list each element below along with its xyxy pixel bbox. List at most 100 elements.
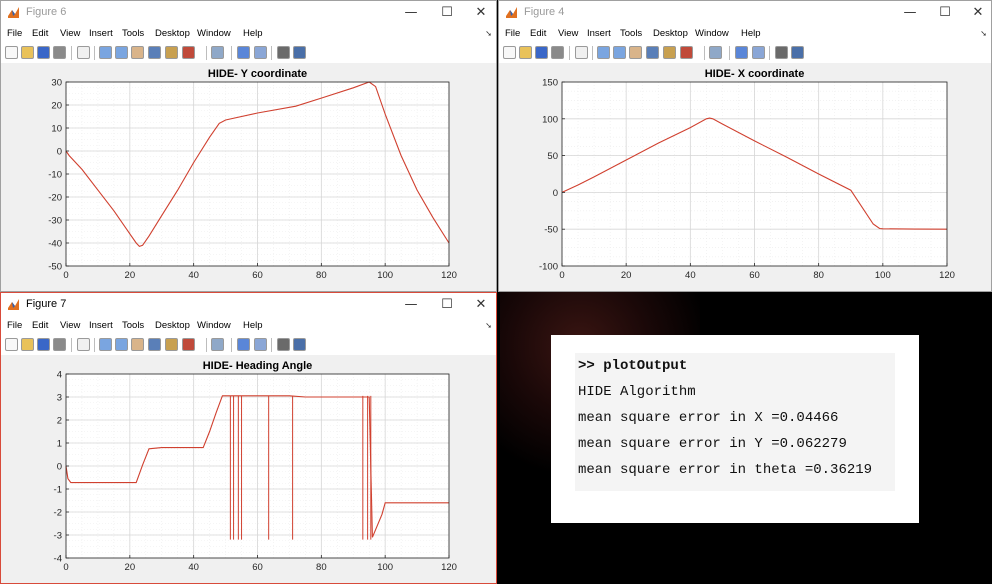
hide-plot-tools-icon[interactable] (277, 46, 290, 59)
data-cursor-icon[interactable] (165, 46, 178, 59)
menu-edit[interactable]: Edit (530, 28, 547, 39)
zoom-out-icon[interactable] (115, 46, 128, 59)
y-tick-label: -100 (539, 262, 558, 273)
maximize-button[interactable]: ☐ (939, 5, 951, 20)
new-file-icon[interactable] (503, 46, 516, 59)
rotate-3d-icon[interactable] (646, 46, 659, 59)
titlebar[interactable]: Figure 6 — ☐ ✕ (1, 1, 496, 25)
select-arrow-icon[interactable] (77, 338, 90, 351)
menu-insert[interactable]: Insert (89, 320, 113, 331)
menu-file[interactable]: File (7, 28, 23, 39)
menu-view[interactable]: View (60, 28, 81, 39)
legend-icon[interactable] (752, 46, 765, 59)
figure-toolbar (499, 43, 991, 63)
y-coordinate-chart[interactable]: 0 20 40 60 80 100 120 -50 -40 -30 -20 -10 0 10 20 30 HID… (1, 63, 496, 291)
hide-plot-tools-icon[interactable] (775, 46, 788, 59)
new-file-icon[interactable] (5, 46, 18, 59)
rotate-3d-icon[interactable] (148, 46, 161, 59)
colorbar-icon[interactable] (237, 338, 250, 351)
data-cursor-icon[interactable] (165, 338, 178, 351)
legend-icon[interactable] (254, 338, 267, 351)
show-plot-tools-icon[interactable] (791, 46, 804, 59)
close-button[interactable]: ✕ (972, 5, 984, 20)
menu-desktop[interactable]: Desktop (155, 320, 190, 331)
close-button[interactable]: ✕ (475, 297, 487, 312)
menu-insert[interactable]: Insert (89, 28, 113, 39)
colorbar-icon[interactable] (237, 46, 250, 59)
brush-icon[interactable] (182, 338, 195, 351)
minimize-button[interactable]: — (404, 297, 418, 312)
save-icon[interactable] (37, 46, 50, 59)
plot-area: 0 20 40 60 80 100 120 -4 -3 -2 -1 0 1 2 3 4 HIDE- Headin… (1, 355, 496, 583)
menu-window[interactable]: Window (695, 28, 729, 39)
rotate-3d-icon[interactable] (148, 338, 161, 351)
link-plot-icon[interactable] (211, 46, 224, 59)
dock-arrow-icon[interactable]: ➘ (485, 29, 492, 38)
close-button[interactable]: ✕ (475, 5, 487, 20)
save-icon[interactable] (37, 338, 50, 351)
menu-tools[interactable]: Tools (122, 28, 145, 39)
menu-tools[interactable]: Tools (620, 28, 643, 39)
zoom-in-icon[interactable] (597, 46, 610, 59)
show-plot-tools-icon[interactable] (293, 338, 306, 351)
x-tick-label: 100 (377, 270, 393, 281)
heading-angle-chart[interactable]: 0 20 40 60 80 100 120 -4 -3 -2 -1 0 1 2 3 4 HIDE- Headin… (1, 355, 496, 583)
menu-bar: File Edit View Insert Tools Desktop Window Help… (1, 25, 496, 43)
colorbar-icon[interactable] (735, 46, 748, 59)
brush-icon[interactable] (680, 46, 693, 59)
zoom-in-icon[interactable] (99, 338, 112, 351)
pan-hand-icon[interactable] (131, 46, 144, 59)
new-file-icon[interactable] (5, 338, 18, 351)
menu-file[interactable]: File (7, 320, 23, 331)
menu-edit[interactable]: Edit (32, 320, 49, 331)
menu-window[interactable]: Window (197, 320, 231, 331)
open-folder-icon[interactable] (519, 46, 532, 59)
menu-file[interactable]: File (505, 28, 521, 39)
open-folder-icon[interactable] (21, 338, 34, 351)
dock-arrow-icon[interactable]: ➘ (980, 29, 987, 38)
zoom-out-icon[interactable] (115, 338, 128, 351)
titlebar[interactable]: Figure 7 — ☐ ✕ (1, 293, 496, 317)
x-tick-label: 0 (559, 270, 564, 281)
menu-edit[interactable]: Edit (32, 28, 49, 39)
maximize-button[interactable]: ☐ (441, 297, 453, 312)
zoom-in-icon[interactable] (99, 46, 112, 59)
legend-icon[interactable] (254, 46, 267, 59)
print-icon[interactable] (551, 46, 564, 59)
select-arrow-icon[interactable] (575, 46, 588, 59)
menu-view[interactable]: View (558, 28, 579, 39)
print-icon[interactable] (53, 338, 66, 351)
save-icon[interactable] (535, 46, 548, 59)
menu-help[interactable]: Help (243, 28, 263, 39)
select-arrow-icon[interactable] (77, 46, 90, 59)
hide-plot-tools-icon[interactable] (277, 338, 290, 351)
menu-desktop[interactable]: Desktop (155, 28, 190, 39)
y-tick-label: -10 (48, 170, 62, 181)
menu-insert[interactable]: Insert (587, 28, 611, 39)
menu-help[interactable]: Help (741, 28, 761, 39)
titlebar[interactable]: Figure 4 — ☐ ✕ (499, 1, 991, 25)
pan-hand-icon[interactable] (131, 338, 144, 351)
y-tick-label: 0 (553, 188, 558, 199)
show-plot-tools-icon[interactable] (293, 46, 306, 59)
y-tick-label: -2 (54, 508, 62, 519)
dock-arrow-icon[interactable]: ➘ (485, 321, 492, 330)
link-plot-icon[interactable] (211, 338, 224, 351)
menu-window[interactable]: Window (197, 28, 231, 39)
menu-desktop[interactable]: Desktop (653, 28, 688, 39)
data-cursor-icon[interactable] (663, 46, 676, 59)
x-coordinate-chart[interactable]: 0 20 40 60 80 100 120 -100 -50 0 50 100 150 HIDE- X c… (499, 63, 991, 291)
zoom-out-icon[interactable] (613, 46, 626, 59)
open-folder-icon[interactable] (21, 46, 34, 59)
brush-icon[interactable] (182, 46, 195, 59)
menu-tools[interactable]: Tools (122, 320, 145, 331)
menu-help[interactable]: Help (243, 320, 263, 331)
print-icon[interactable] (53, 46, 66, 59)
maximize-button[interactable]: ☐ (441, 5, 453, 20)
minimize-button[interactable]: — (903, 5, 917, 20)
minimize-button[interactable]: — (404, 5, 418, 20)
menu-view[interactable]: View (60, 320, 81, 331)
pan-hand-icon[interactable] (629, 46, 642, 59)
link-plot-icon[interactable] (709, 46, 722, 59)
y-tick-label: 1 (57, 439, 62, 450)
